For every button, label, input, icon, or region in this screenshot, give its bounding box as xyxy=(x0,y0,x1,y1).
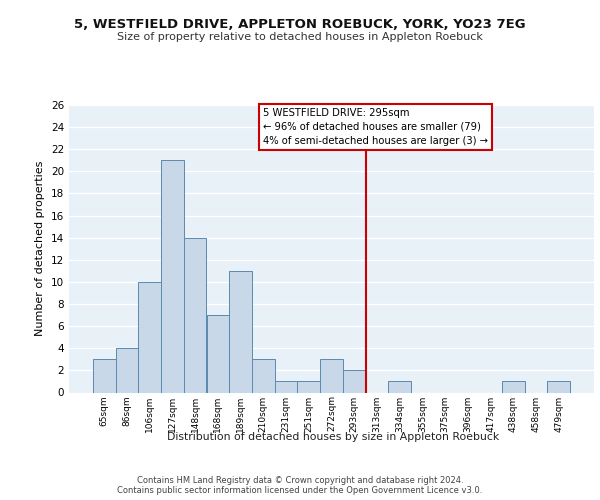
Bar xyxy=(161,160,184,392)
Text: 5, WESTFIELD DRIVE, APPLETON ROEBUCK, YORK, YO23 7EG: 5, WESTFIELD DRIVE, APPLETON ROEBUCK, YO… xyxy=(74,18,526,30)
Bar xyxy=(298,382,320,392)
Y-axis label: Number of detached properties: Number of detached properties xyxy=(35,161,46,336)
Bar xyxy=(252,360,275,392)
Bar xyxy=(139,282,161,393)
Bar xyxy=(320,360,343,392)
Bar xyxy=(229,271,252,392)
Bar xyxy=(206,315,229,392)
Bar xyxy=(388,382,411,392)
Text: 5 WESTFIELD DRIVE: 295sqm
← 96% of detached houses are smaller (79)
4% of semi-d: 5 WESTFIELD DRIVE: 295sqm ← 96% of detac… xyxy=(263,108,488,146)
Bar xyxy=(184,238,206,392)
Text: Distribution of detached houses by size in Appleton Roebuck: Distribution of detached houses by size … xyxy=(167,432,499,442)
Bar xyxy=(116,348,139,393)
Text: Size of property relative to detached houses in Appleton Roebuck: Size of property relative to detached ho… xyxy=(117,32,483,42)
Bar xyxy=(343,370,365,392)
Bar xyxy=(275,382,298,392)
Bar xyxy=(502,382,524,392)
Text: Contains HM Land Registry data © Crown copyright and database right 2024.
Contai: Contains HM Land Registry data © Crown c… xyxy=(118,476,482,495)
Bar xyxy=(93,360,116,392)
Bar xyxy=(547,382,570,392)
